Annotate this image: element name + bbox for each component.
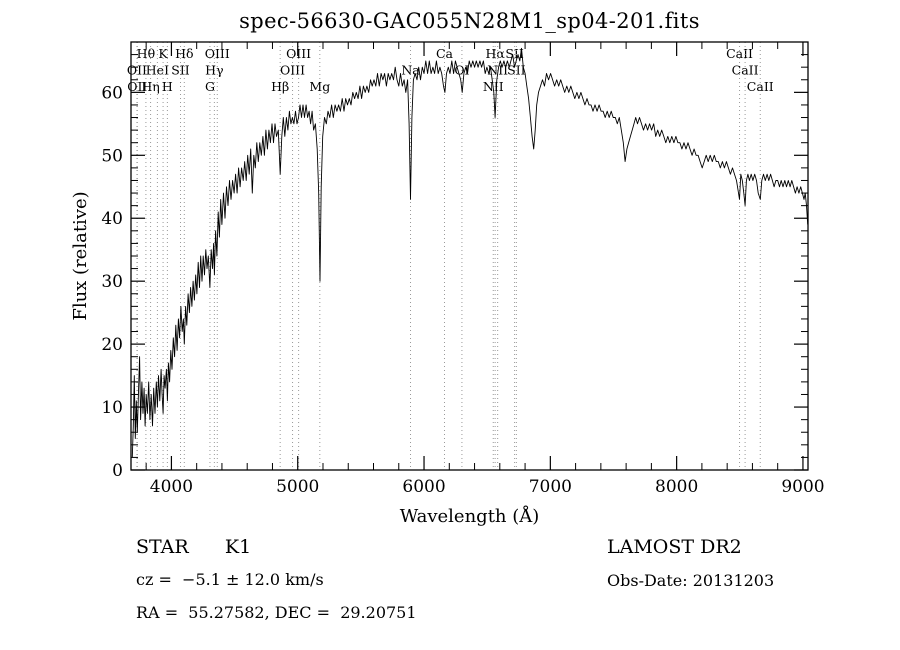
spectral-line-label: Hβ (271, 79, 289, 94)
y-tick-label: 60 (101, 83, 123, 103)
spectral-line-label: OIII (205, 46, 230, 61)
spectral-line-label: Mg (309, 79, 330, 94)
x-tick-label: 4000 (150, 477, 193, 497)
spectral-line-label: HeI (146, 63, 169, 78)
obs-date-text: Obs-Date: 20131203 (607, 571, 775, 590)
spectral-line-label: K (158, 46, 168, 61)
survey-text: LAMOST DR2 (607, 536, 742, 558)
spectral-line-label: Hα (485, 46, 505, 61)
x-tick-label: 6000 (402, 477, 445, 497)
spectral-line-label: OII (127, 79, 147, 94)
x-tick-label: 8000 (655, 477, 698, 497)
x-tick-label: 7000 (529, 477, 572, 497)
spectral-line-label: NII (487, 63, 508, 78)
classification-text: STAR K1 (136, 536, 252, 558)
spectral-line-label: Hδ (175, 46, 193, 61)
x-tick-label: 9000 (781, 477, 824, 497)
cz-text: cz = −5.1 ± 12.0 km/s (136, 570, 324, 589)
ra-dec-text: RA = 55.27582, DEC = 29.20751 (136, 603, 417, 622)
spectral-line-label: OIII (280, 63, 305, 78)
plot-frame (130, 41, 809, 471)
spectral-line-label: OIII (286, 46, 311, 61)
y-tick-label: 30 (101, 272, 123, 292)
y-tick-label: 0 (112, 461, 123, 481)
spectral-line-label: Hγ (205, 63, 223, 78)
spectral-line-label: H (162, 79, 173, 94)
spectral-line-label: CaII (747, 79, 774, 94)
spectral-line-label: Ca (436, 46, 454, 61)
spectral-line-label: SII (507, 63, 526, 78)
spectral-line-label: CaII (732, 63, 759, 78)
y-tick-label: 40 (101, 209, 123, 229)
spectral-line-label: SII (505, 46, 524, 61)
spectral-line-label: Hη (141, 79, 159, 94)
y-axis-label: Flux (relative) (70, 191, 91, 320)
spectral-line-label: SII (171, 63, 190, 78)
spectral-line-label: G (205, 79, 215, 94)
x-axis-label: Wavelength (Å) (400, 505, 540, 527)
y-tick-label: 50 (101, 146, 123, 166)
y-tick-label: 20 (101, 335, 123, 355)
plot-title: spec-56630-GAC055N28M1_sp04-201.fits (239, 9, 700, 33)
spectral-line-label: OI (454, 63, 469, 78)
x-tick-label: 5000 (276, 477, 319, 497)
spectral-line-label: Hθ (137, 46, 155, 61)
spectrum-line (131, 47, 809, 458)
y-tick-label: 10 (101, 398, 123, 418)
spectral-line-label: CaII (726, 46, 753, 61)
